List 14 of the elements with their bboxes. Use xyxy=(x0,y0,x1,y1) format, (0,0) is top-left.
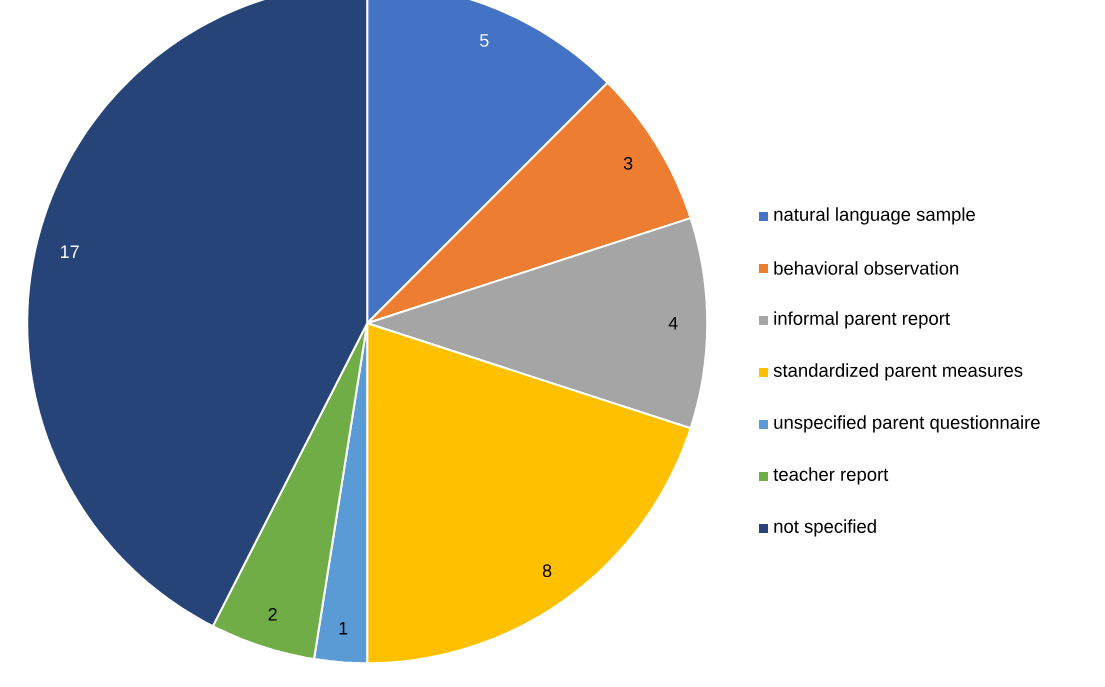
data-label: 17 xyxy=(61,245,79,258)
data-label: 5 xyxy=(480,34,489,47)
data-label: 1 xyxy=(339,622,348,635)
legend-label: behavioral observation xyxy=(774,261,959,275)
legend-label: not specified xyxy=(774,519,876,537)
data-label: 4 xyxy=(668,316,678,330)
data-label: 8 xyxy=(542,564,552,578)
legend-label: standardized parent measures xyxy=(773,363,1023,381)
data-label: 2 xyxy=(268,607,277,621)
legend-label: natural language sample xyxy=(774,207,975,225)
legend-label: unspecified parent questionnaire xyxy=(774,415,1040,433)
data-label: 3 xyxy=(623,156,633,170)
legend-label: informal parent report xyxy=(774,311,950,329)
legend-label: teacher report xyxy=(773,467,889,485)
